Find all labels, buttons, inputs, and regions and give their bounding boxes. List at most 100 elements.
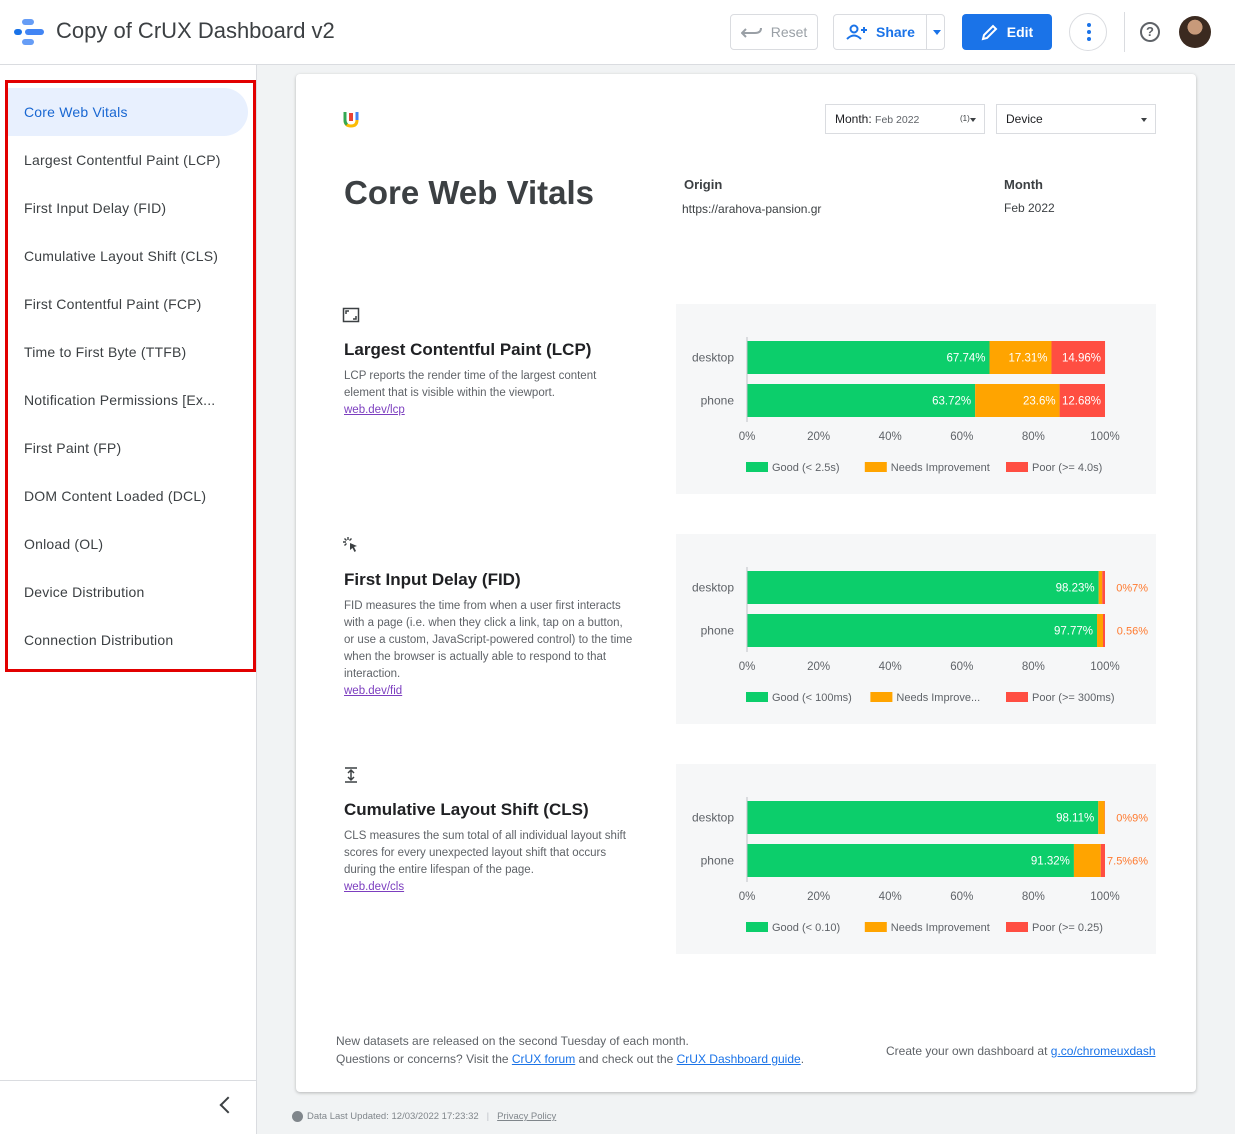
report-name[interactable]: Copy of CrUX Dashboard v2 [56,18,335,43]
sidebar-item[interactable]: First Input Delay (FID) [24,200,167,216]
reset-button[interactable]: Reset [730,14,818,50]
bar-segment[interactable] [1059,384,1105,417]
overlap-data-label: 0%9% [1116,813,1148,825]
legend-item[interactable]: Poor (>= 0.25) [1006,922,1103,934]
month-filter-label: Month: [835,112,872,126]
month-filter-value: Feb 2022 [875,114,920,126]
bar-segment[interactable] [747,614,1098,647]
sidebar-item[interactable]: Time to First Byte (TTFB) [24,344,187,360]
category-label: phone [701,624,735,638]
lcp-chart-panel: desktop 67.74% 17.31% 14.96% phone 63.72% 23.6… [676,304,1156,494]
bar-segment[interactable] [1100,844,1105,877]
footer-questions-middle: and check out the [575,1052,677,1066]
crux-forum-link[interactable]: CrUX forum [511,1052,576,1066]
share-dropdown-caret-icon[interactable] [933,30,941,35]
bar-segment[interactable] [747,844,1074,877]
legend-item[interactable]: Needs Improvement [864,922,990,934]
x-tick-label: 40% [879,891,902,903]
sidebar-item[interactable]: First Contentful Paint (FCP) [24,296,202,312]
legend-swatch [1006,462,1028,472]
sidebar-item[interactable]: Device Distribution [24,584,145,600]
edit-button[interactable]: Edit [962,14,1052,50]
month-filter-caret-icon [970,118,976,122]
x-tick-label: 60% [950,891,973,903]
x-tick-label: 40% [879,431,902,443]
page-navigation-sidebar: Core Web Vitals Largest Contentful Paint … [0,65,257,1134]
add-person-icon [846,24,867,40]
x-tick-label: 100% [1090,891,1119,903]
legend-item[interactable]: Good (< 2.5s) [746,462,840,474]
pencil-icon [981,24,998,41]
x-tick-label: 20% [807,891,830,903]
legend-item[interactable]: Good (< 100ms) [746,692,852,704]
bar-segment[interactable] [975,384,1060,417]
sidebar-item[interactable]: Cumulative Layout Shift (CLS) [24,248,219,264]
more-options-button[interactable] [1069,13,1107,51]
page-title: Core Web Vitals [344,174,595,211]
bar-segment[interactable] [747,571,1099,604]
share-button[interactable]: Share [833,14,945,50]
bar-segment[interactable] [1098,801,1105,834]
bar-segment[interactable] [747,341,990,374]
sidebar-item[interactable]: First Paint (FP) [24,440,122,456]
bar-segment[interactable] [747,801,1099,834]
legend-swatch [746,692,768,702]
data-label: 98.11% [1056,813,1094,825]
share-divider [926,15,927,49]
bar-segment[interactable] [1051,341,1106,374]
looker-studio-logo-icon[interactable] [14,18,44,46]
fid-chart-panel: desktop 98.23% 0%7% phone 97.77% 0.56% 0% 20% 40… [676,534,1156,724]
bar-segment[interactable] [1102,571,1105,604]
bar-segment[interactable] [1097,614,1103,647]
bar-segment[interactable] [1098,571,1103,604]
help-icon[interactable]: ? [1140,22,1160,42]
legend-item[interactable]: Poor (>= 300ms) [1006,692,1115,704]
x-tick-label: 0% [739,661,756,673]
clock-icon [292,1111,303,1122]
x-tick-label: 20% [807,661,830,673]
footer-create-prefix: Create your own dashboard at [886,1044,1051,1058]
avatar[interactable] [1179,16,1211,48]
bar-segment[interactable] [989,341,1052,374]
cls-description-text: CLS measures the sum total of all indivi… [344,830,626,876]
bar-segment[interactable] [1102,614,1105,647]
x-tick-label: 80% [1022,661,1045,673]
cls-stacked-bar-chart: desktop 98.11% 0%9% phone 91.32% 7.5%6% 0% 20% 4… [692,797,1148,934]
lcp-link[interactable]: web.dev/lcp [344,404,405,416]
sidebar-item[interactable]: Core Web Vitals [8,88,248,136]
device-filter-dropdown[interactable]: Device [996,104,1156,134]
crux-guide-link[interactable]: CrUX Dashboard guide [676,1052,801,1066]
sidebar-item[interactable]: Notification Permissions [Ex... [24,392,216,408]
chromeuxdash-link[interactable]: g.co/chromeuxdash [1050,1044,1156,1058]
legend-item[interactable]: Poor (>= 4.0s) [1006,462,1102,474]
legend-item[interactable]: Needs Improve... [870,692,980,704]
fid-link[interactable]: web.dev/fid [344,685,403,697]
legend-item[interactable]: Needs Improvement [864,462,990,474]
sidebar-item[interactable]: DOM Content Loaded (DCL) [24,488,207,504]
bar-segment[interactable] [747,384,976,417]
month-filter-dropdown[interactable]: Month: Feb 2022 (1) [825,104,985,134]
data-label: 91.32% [1031,856,1070,868]
report-canvas: Month: Feb 2022 (1) Device Core Web Vita… [296,74,1196,1092]
cls-link[interactable]: web.dev/cls [344,881,405,893]
cls-chart-panel: desktop 98.11% 0%9% phone 91.32% 7.5%6% 0% 20% 4… [676,764,1156,954]
footer-questions: Questions or concerns? Visit the CrUX fo… [336,1052,804,1066]
category-label: desktop [692,581,734,595]
category-label: phone [701,394,735,408]
x-tick-label: 20% [807,431,830,443]
legend-label: Needs Improvement [891,922,990,934]
privacy-policy-link[interactable]: Privacy Policy [497,1111,557,1122]
data-label: 98.23% [1056,583,1095,595]
collapse-sidebar-chevron-left-icon[interactable] [219,1096,237,1114]
bar-segment[interactable] [1073,844,1101,877]
origin-value: https://arahova-pansion.gr [682,202,822,216]
cls-shift-icon [345,767,357,783]
sidebar-item[interactable]: Connection Distribution [24,632,174,648]
sidebar-item[interactable]: Largest Contentful Paint (LCP) [24,152,221,168]
legend-swatch [870,692,893,702]
undo-icon [740,27,762,38]
legend-label: Poor (>= 300ms) [1032,692,1115,704]
sidebar-item[interactable]: Onload (OL) [24,536,104,552]
legend-label: Needs Improvement [891,462,990,474]
legend-item[interactable]: Good (< 0.10) [746,922,840,934]
